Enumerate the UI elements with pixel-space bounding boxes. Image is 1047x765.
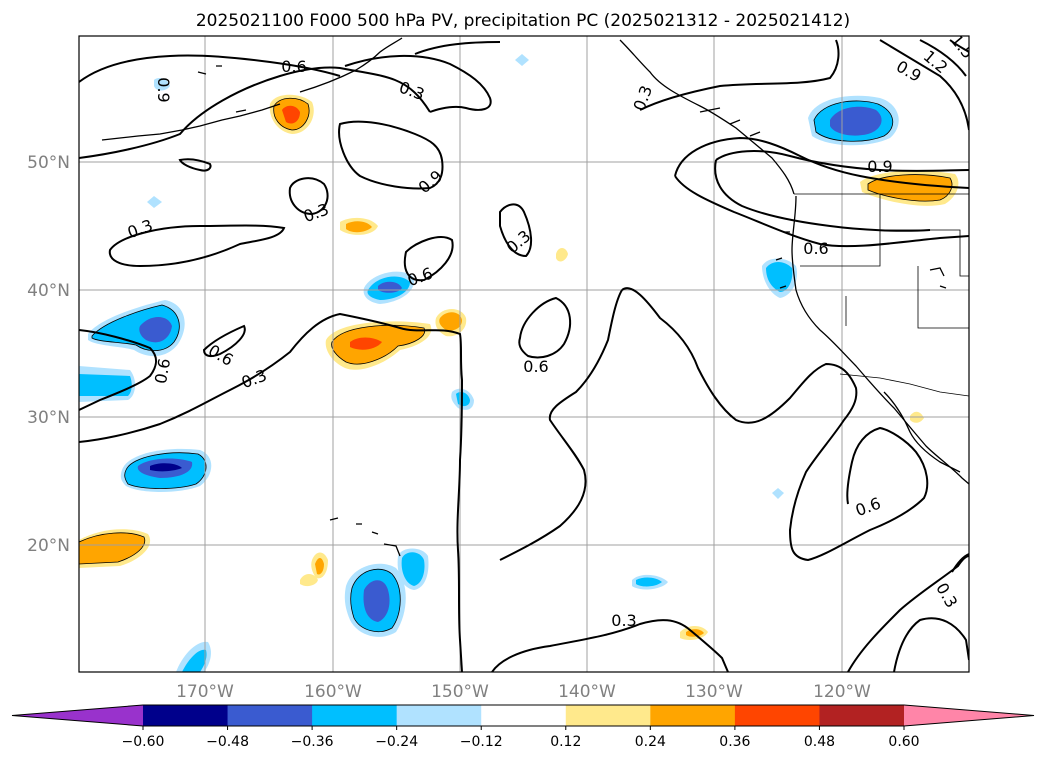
lon-label: 120°W xyxy=(813,682,871,702)
colorbar-bin xyxy=(227,705,313,726)
colorbar-bin xyxy=(819,705,905,726)
map-title: 2025021100 F000 500 hPa PV, precipitatio… xyxy=(196,11,850,31)
colorbar-tick-label: −0.24 xyxy=(375,734,418,750)
colorbar-bin xyxy=(143,705,229,726)
pv-label-0-6-a: 0.6 xyxy=(281,57,306,76)
borders xyxy=(794,193,969,397)
pv-label-0-9-a: 0.9 xyxy=(154,77,173,102)
colorbar-tick-label: −0.12 xyxy=(460,734,503,750)
pv-label-0-9-c: 0.9 xyxy=(867,157,892,176)
lon-labels: 170°W 160°W 150°W 140°W 130°W 120°W xyxy=(176,682,871,702)
colorbar-tick-label: 0.60 xyxy=(888,734,919,750)
lon-label: 130°W xyxy=(685,682,743,702)
precip-shading xyxy=(79,54,959,672)
colorbar-bin xyxy=(312,705,398,726)
map-area: 0.6 0.9 0.3 0.9 0.3 0.3 0.6 0.3 0.6 0.6 … xyxy=(78,35,970,673)
map-background xyxy=(79,36,969,672)
lat-label: 20°N xyxy=(27,536,70,556)
lon-label: 140°W xyxy=(558,682,616,702)
lat-label: 50°N xyxy=(27,153,70,173)
colorbar-tick-label: −0.60 xyxy=(122,734,165,750)
colorbar-tick-label: 0.48 xyxy=(804,734,835,750)
colorbar-tick-label: 0.36 xyxy=(719,734,750,750)
pv-label-0-6-f: 0.6 xyxy=(803,239,828,258)
colorbar-bin xyxy=(734,705,820,726)
colorbar-bin xyxy=(650,705,736,726)
pv-contours xyxy=(79,39,969,672)
colorbar: −0.60 −0.48 −0.36 −0.24 −0.12 0.12 0.24 0.36 0.4… xyxy=(11,704,1035,750)
colorbar-bin xyxy=(396,705,482,726)
colorbar-tick-label: 0.12 xyxy=(550,734,581,750)
colorbar-tick-label: −0.48 xyxy=(206,734,249,750)
coastlines xyxy=(101,37,969,557)
colorbar-bin xyxy=(565,705,651,726)
lon-label: 160°W xyxy=(304,682,362,702)
colorbar-tick-label: 0.24 xyxy=(635,734,666,750)
pv-label-0-6-d: 0.6 xyxy=(151,357,174,385)
lat-label: 30°N xyxy=(27,408,70,428)
colorbar-extend-min xyxy=(12,705,143,726)
pv-label-0-3-g: 0.3 xyxy=(611,611,636,630)
lat-labels: 50°N 40°N 30°N 20°N xyxy=(27,153,70,556)
colorbar-tick-label: −0.36 xyxy=(291,734,334,750)
precip-outlines xyxy=(79,97,953,632)
colorbar-bin xyxy=(481,705,567,726)
lat-label: 40°N xyxy=(27,281,70,301)
colorbar-extend-max xyxy=(904,705,1034,726)
map-frame xyxy=(78,35,970,673)
lon-label: 170°W xyxy=(176,682,234,702)
pv-label-0-6-e: 0.6 xyxy=(523,357,548,376)
lon-label: 150°W xyxy=(431,682,489,702)
